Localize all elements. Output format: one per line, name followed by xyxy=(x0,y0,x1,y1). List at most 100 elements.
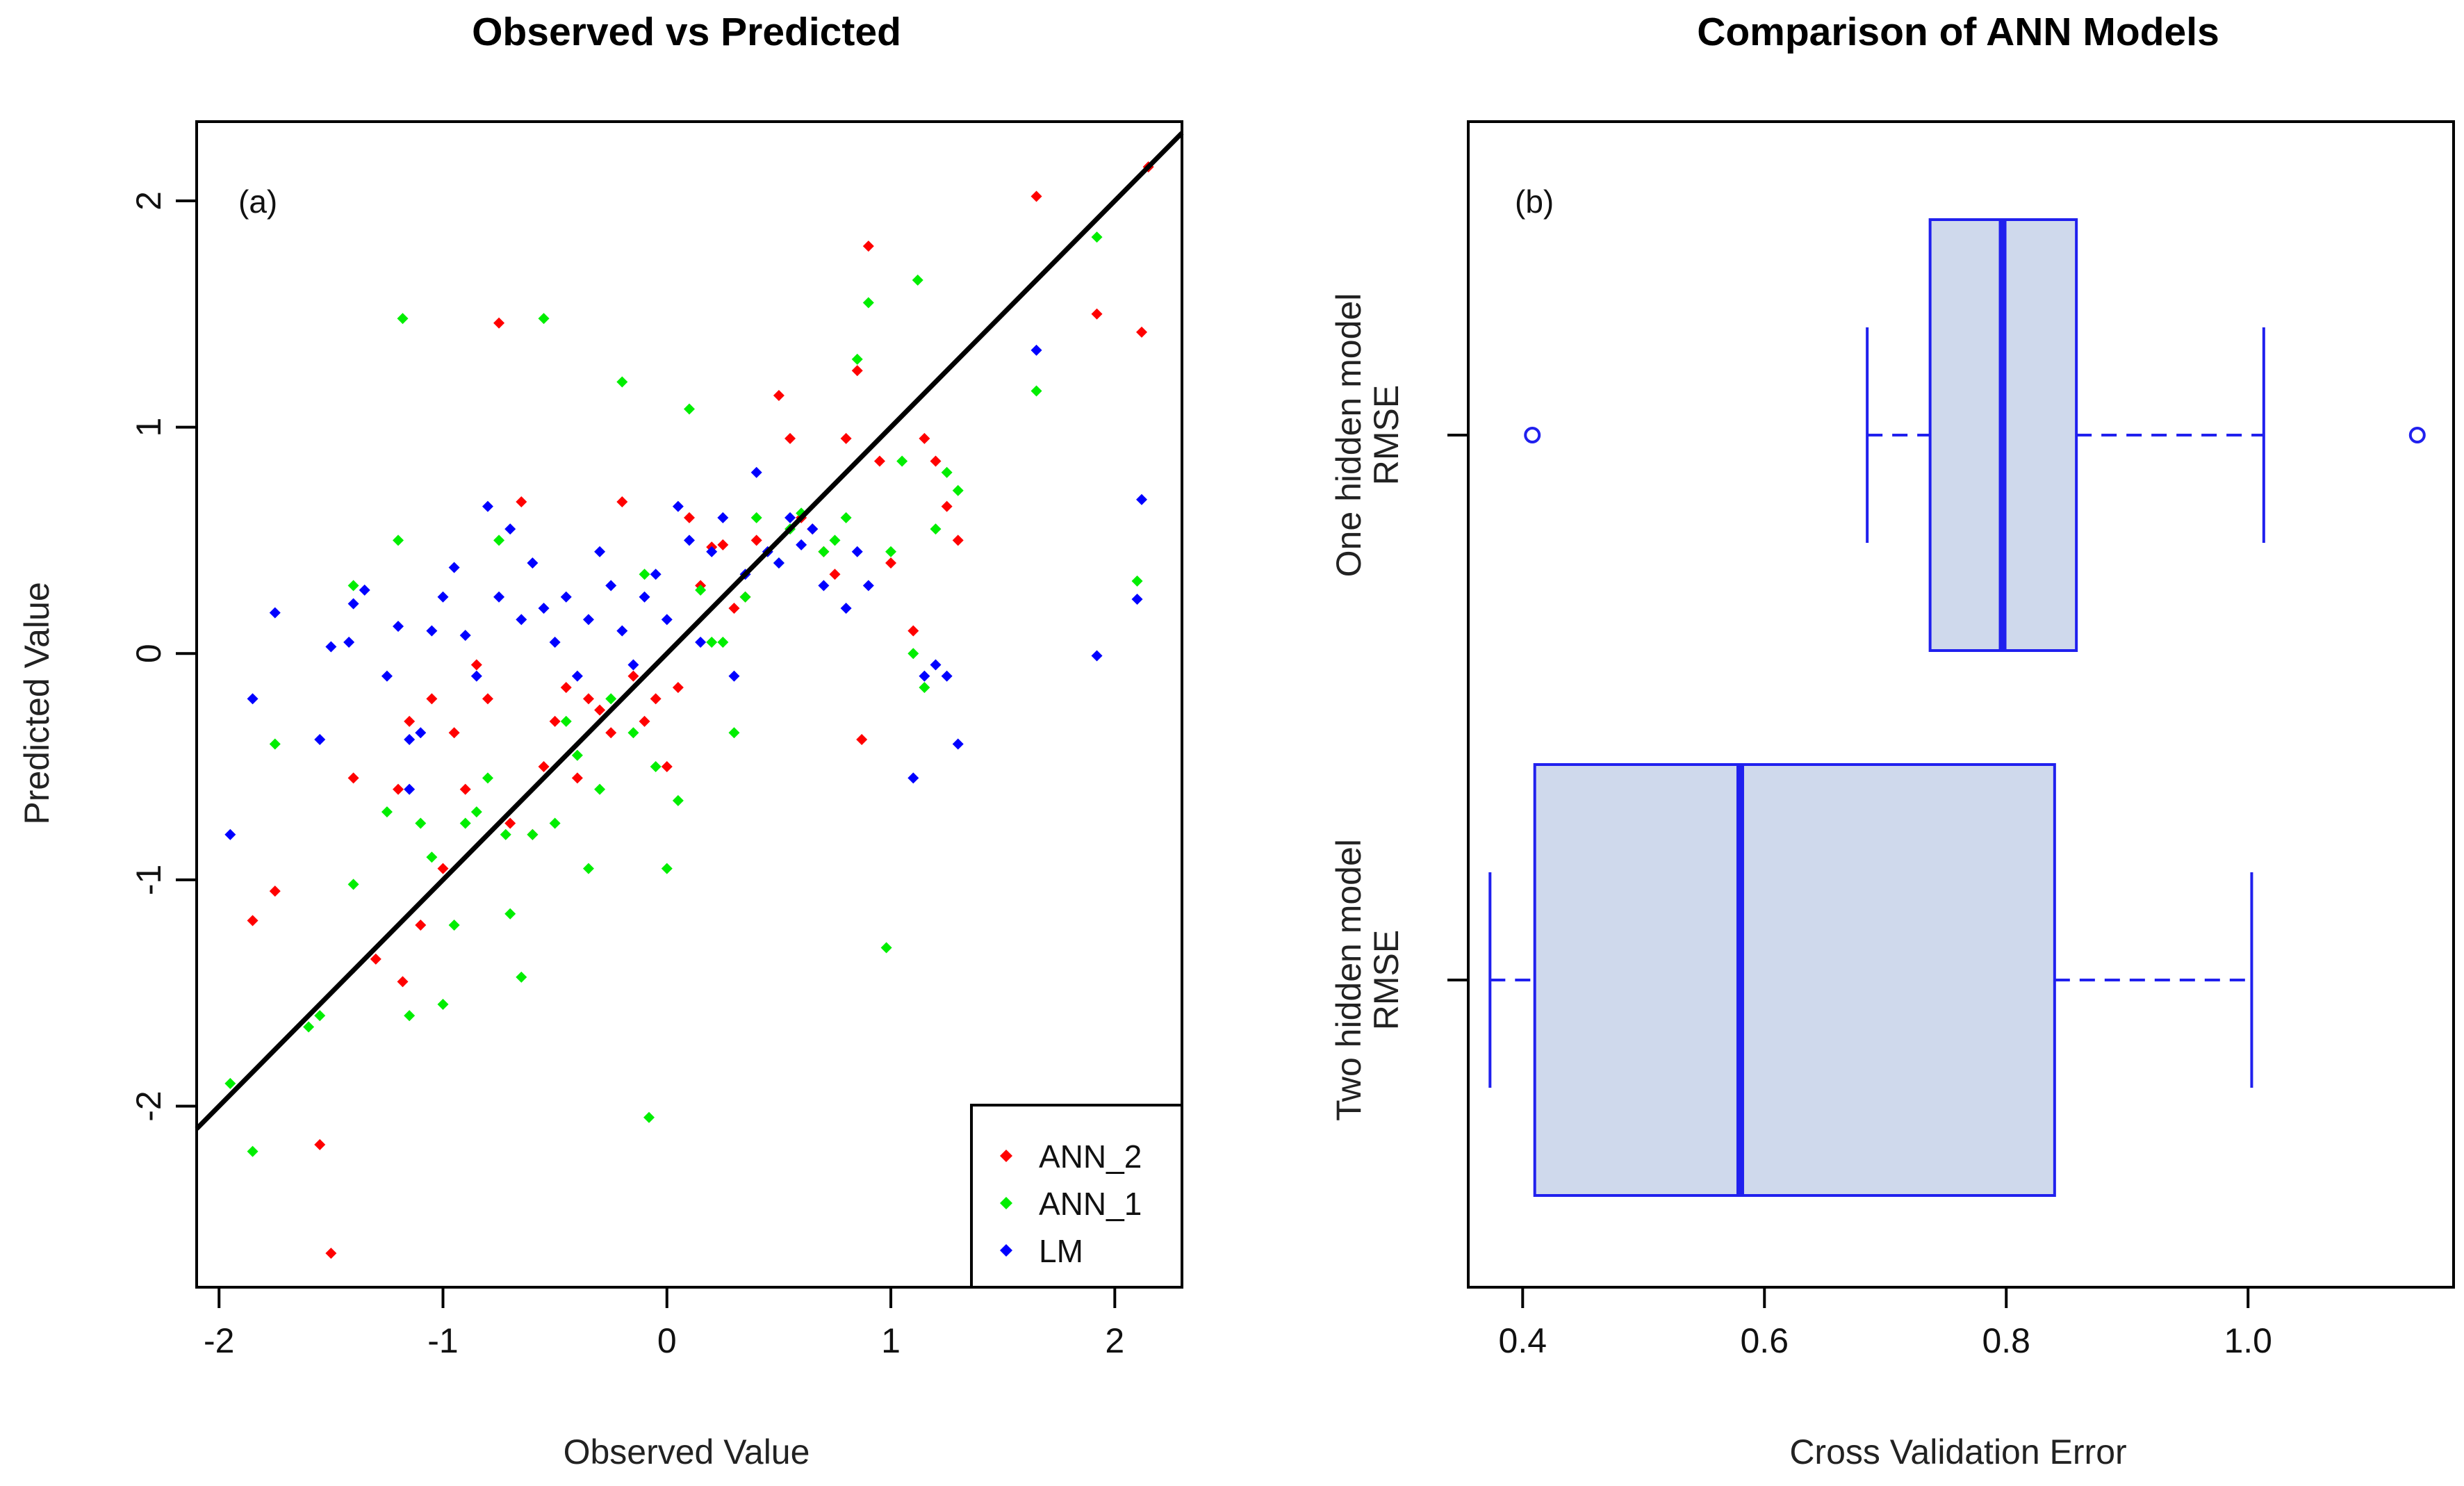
point-ann2 xyxy=(397,976,409,988)
point-ann2 xyxy=(930,455,942,467)
point-ann2 xyxy=(885,557,897,569)
point-lm xyxy=(818,580,830,591)
point-ann2 xyxy=(459,783,471,795)
point-ann1 xyxy=(661,863,673,874)
point-ann1 xyxy=(818,546,830,557)
point-lm xyxy=(1131,594,1143,605)
point-ann2 xyxy=(582,693,594,705)
point-ann2 xyxy=(1030,190,1042,202)
point-ann2 xyxy=(873,455,885,467)
point-ann1 xyxy=(907,648,919,660)
point-lm xyxy=(1091,650,1103,662)
legend-entry: ANN_2 xyxy=(1000,1138,1142,1175)
point-ann2 xyxy=(728,603,740,614)
point-ann2 xyxy=(627,670,639,682)
y-tick-label: -2 xyxy=(129,1091,168,1121)
plot-frame xyxy=(1467,120,2455,1289)
point-lm xyxy=(851,546,863,557)
point-lm xyxy=(840,603,852,614)
point-lm xyxy=(571,670,583,682)
point-ann1 xyxy=(919,682,930,694)
point-ann1 xyxy=(426,851,438,863)
point-ann2 xyxy=(504,817,516,829)
point-lm xyxy=(785,512,796,523)
legend-label-ann2: ANN_2 xyxy=(1039,1138,1142,1175)
x-tick-label: 0.4 xyxy=(1499,1321,1547,1360)
point-ann1 xyxy=(381,806,393,818)
point-lm xyxy=(538,603,550,614)
legend-marker-ann2 xyxy=(1000,1150,1012,1162)
point-ann1 xyxy=(482,772,493,784)
point-ann2 xyxy=(448,727,460,739)
point-ann1 xyxy=(650,761,662,773)
point-ann2 xyxy=(393,783,404,795)
point-lm xyxy=(247,693,258,705)
point-ann1 xyxy=(459,817,471,829)
point-lm xyxy=(459,630,471,642)
point-ann2 xyxy=(605,727,617,739)
point-ann2 xyxy=(594,704,606,716)
point-ann2 xyxy=(616,496,628,508)
boxplot-panel: Comparison of ANN Models (b) 0.4 0.6 0.8 1.… xyxy=(1329,10,2455,1471)
point-ann1 xyxy=(527,828,539,840)
point-lm xyxy=(224,828,236,840)
point-ann2 xyxy=(314,1138,326,1150)
point-ann2 xyxy=(269,885,281,897)
y-tick-label: 2 xyxy=(129,191,168,211)
point-ann2 xyxy=(571,772,583,784)
point-lm xyxy=(470,670,482,682)
point-ann1 xyxy=(549,817,561,829)
point-ann1 xyxy=(582,863,594,874)
x-axis-label: Cross Validation Error xyxy=(1789,1432,2126,1471)
point-lm xyxy=(605,580,617,591)
point-lm xyxy=(1030,344,1042,356)
point-ann2 xyxy=(650,693,662,705)
y-tick-label: -1 xyxy=(129,865,168,895)
point-lm xyxy=(672,500,684,512)
point-lm xyxy=(717,512,729,523)
point-ann1 xyxy=(930,523,942,535)
point-lm xyxy=(504,523,516,535)
point-lm xyxy=(448,562,460,573)
point-ann1 xyxy=(247,1145,258,1157)
point-ann2 xyxy=(549,715,561,727)
chart-title: Observed vs Predicted xyxy=(472,10,901,54)
point-ann1 xyxy=(840,512,852,523)
point-lm xyxy=(393,621,404,632)
point-lm xyxy=(650,569,662,580)
x-axis-label: Observed Value xyxy=(564,1432,810,1471)
point-ann2 xyxy=(325,1248,337,1259)
point-ann2 xyxy=(773,390,785,402)
y-tick-label: 1 xyxy=(129,418,168,437)
x-tick-label: 1.0 xyxy=(2224,1321,2272,1360)
category-label-line2: RMSE xyxy=(1367,385,1406,485)
point-lm xyxy=(1135,493,1147,505)
point-lm xyxy=(527,557,539,569)
point-ann2 xyxy=(856,733,868,745)
point-lm xyxy=(404,733,416,745)
point-ann1 xyxy=(912,274,923,286)
point-lm xyxy=(639,591,650,603)
point-ann1 xyxy=(627,727,639,739)
point-lm xyxy=(594,546,606,557)
point-ann2 xyxy=(404,715,416,727)
point-ann2 xyxy=(426,693,438,705)
boxplot xyxy=(1488,763,2253,1197)
point-ann1 xyxy=(269,738,281,750)
point-lm xyxy=(516,614,527,626)
x-tick-label: -1 xyxy=(427,1321,458,1360)
point-lm xyxy=(381,670,393,682)
point-lm xyxy=(482,500,493,512)
point-ann1 xyxy=(639,569,650,580)
point-ann1 xyxy=(684,403,695,415)
point-ann1 xyxy=(1091,231,1103,243)
point-ann1 xyxy=(706,636,718,648)
point-ann1 xyxy=(728,727,740,739)
point-lm xyxy=(549,636,561,648)
point-lm xyxy=(560,591,572,603)
legend-box xyxy=(970,1104,1183,1289)
point-ann1 xyxy=(314,1010,326,1022)
point-lm xyxy=(941,670,953,682)
point-ann2 xyxy=(370,953,381,965)
reference-line xyxy=(195,131,1184,1131)
